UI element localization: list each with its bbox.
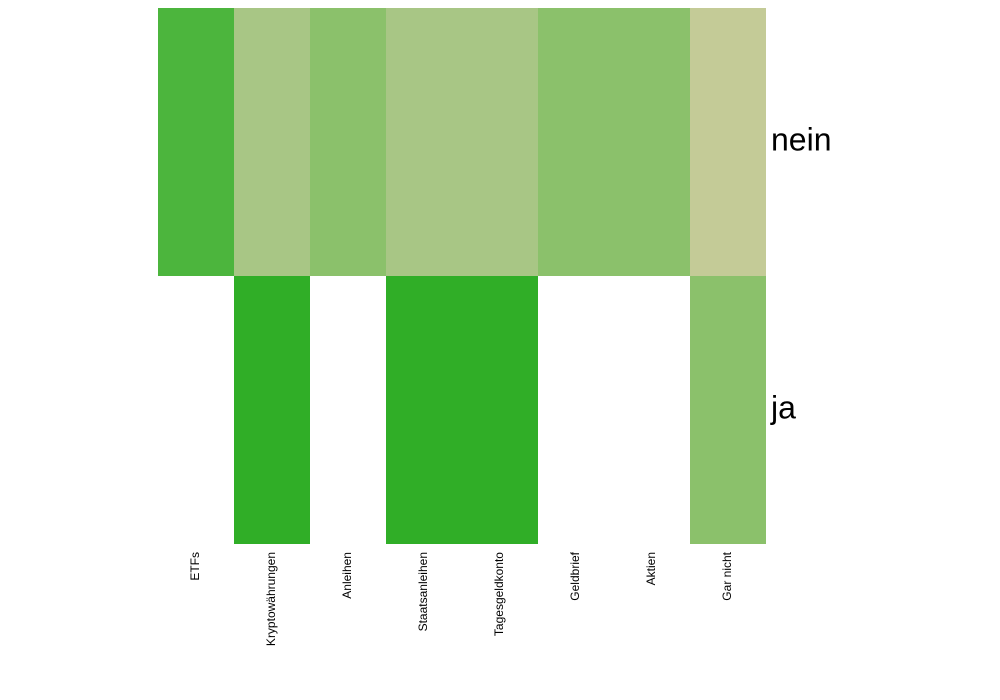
heatmap-cell bbox=[462, 8, 538, 276]
column-label: Geldbrief bbox=[568, 551, 582, 600]
heatmap-cell bbox=[538, 8, 614, 276]
heatmap-cell bbox=[386, 276, 462, 544]
row-labels: nein ja bbox=[770, 121, 832, 425]
heatmap-cell bbox=[234, 8, 310, 276]
heatmap-cell bbox=[386, 8, 462, 276]
heatmap-cell bbox=[614, 8, 690, 276]
column-label: ETFs bbox=[188, 552, 202, 581]
heatmap-cell bbox=[690, 276, 766, 544]
column-label: Gar nicht bbox=[720, 551, 734, 600]
heatmap-cell bbox=[158, 276, 234, 544]
heatmap-cell bbox=[234, 276, 310, 544]
row-label-nein: nein bbox=[771, 121, 832, 157]
heatmap-cells bbox=[158, 8, 766, 544]
column-labels: ETFs Kryptowährungen Anleihen Staatsanleihe… bbox=[188, 551, 734, 646]
column-label: Staatsanleihen bbox=[416, 552, 430, 631]
row-label-ja: ja bbox=[770, 389, 796, 425]
heatmap-cell bbox=[462, 276, 538, 544]
heatmap-cell bbox=[310, 276, 386, 544]
heatmap-cell bbox=[310, 8, 386, 276]
column-label: Tagesgeldkonto bbox=[492, 552, 506, 636]
heatmap-cell bbox=[614, 276, 690, 544]
heatmap-cell bbox=[690, 8, 766, 276]
heatmap-cell bbox=[158, 8, 234, 276]
column-label: Anleihen bbox=[340, 552, 354, 599]
column-label: Kryptowährungen bbox=[264, 552, 278, 646]
heatmap-cell bbox=[538, 276, 614, 544]
column-label: Aktien bbox=[644, 552, 658, 585]
